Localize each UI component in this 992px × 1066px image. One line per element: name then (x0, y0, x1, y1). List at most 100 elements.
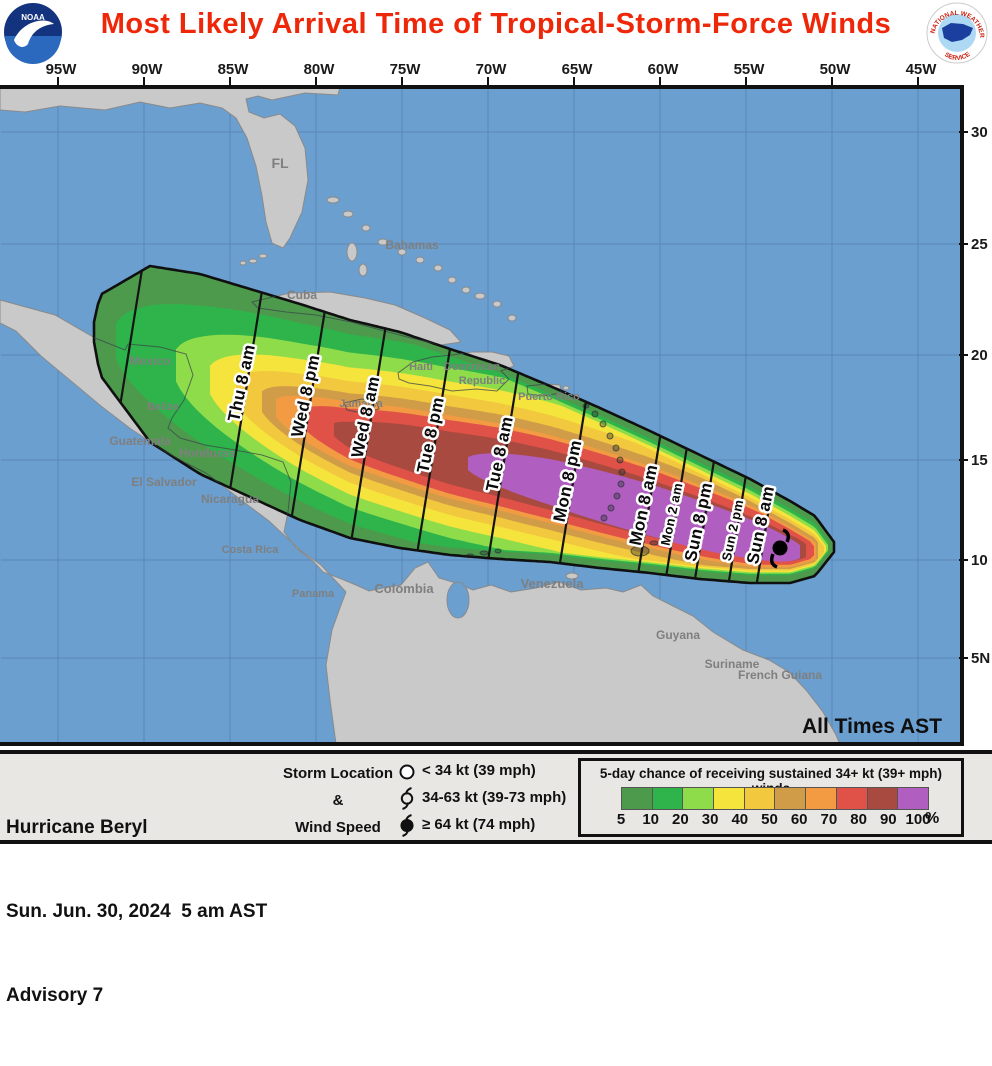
axis-label-latitude: 25 (971, 236, 988, 253)
island-overlay (479, 550, 489, 556)
country-label: Haiti (409, 361, 433, 373)
axis-label-latitude: 30 (971, 124, 988, 141)
scale-tick-label: 10 (642, 811, 660, 828)
scale-tick-label: 30 (701, 811, 719, 828)
island (397, 248, 407, 256)
country-label: Nicaragua (201, 492, 259, 506)
island (248, 258, 258, 264)
island-overlay (613, 492, 621, 500)
scale-tick-label: 5 (616, 811, 626, 828)
page-title: Most Likely Arrival Time of Tropical-Sto… (100, 8, 892, 40)
nws-us-map-icon (942, 23, 973, 42)
country-label: FL (271, 155, 289, 171)
axis-layer: 95W 90W 85W 80W 75W 70W 65W 60W 55W 50W 45W 30 25 20 1… (46, 61, 991, 667)
island (461, 286, 471, 294)
scale-color-cell (652, 787, 684, 810)
symbol-label-34-63: 34-63 kt (39-73 mph) (422, 789, 567, 806)
island (361, 224, 371, 232)
axis-label-longitude: 50W (820, 61, 852, 78)
noaa-logo-text: NOAA (21, 13, 45, 22)
axis-label-longitude: 95W (46, 61, 78, 78)
country-label: Puerto Rico (518, 391, 580, 403)
island-overlay (494, 548, 502, 554)
country-label: El Salvador (131, 475, 197, 489)
island (342, 210, 354, 218)
open-hurricane-icon (400, 786, 414, 810)
scale-tick-label: 50 (761, 811, 778, 828)
advisory-datetime: Sun. Jun. 30, 2024 5 am AST (6, 901, 268, 922)
axis-label-longitude: 65W (562, 61, 594, 78)
axis-label-longitude: 55W (734, 61, 766, 78)
axis-label-latitude: 20 (971, 347, 988, 364)
island (507, 314, 517, 322)
storm-location-marker (769, 528, 791, 569)
advisory-number: Advisory 7 (6, 985, 104, 1006)
filled-hurricane-icon (400, 813, 414, 837)
scale-color-cell (621, 787, 653, 810)
coastline-overlay (397, 351, 515, 392)
island-overlay (606, 432, 614, 440)
island (358, 263, 368, 277)
axis-label-latitude: 5N (971, 650, 990, 667)
scale-color-cell (744, 787, 776, 810)
country-label: Cuba (287, 288, 317, 302)
nws-logo-text-bottom: SERVICE (943, 50, 972, 62)
island (258, 253, 268, 259)
country-label: Mexico (130, 354, 171, 368)
island (565, 572, 579, 580)
scale-color-cell (898, 787, 929, 810)
island-overlay (591, 410, 599, 418)
island-overlay (612, 444, 620, 452)
scale-tick-label: 70 (820, 811, 838, 828)
island (239, 260, 247, 266)
noaa-logo: NOAA (4, 3, 62, 64)
storm-name: Hurricane Beryl (6, 817, 148, 838)
island-overlay (649, 540, 659, 546)
country-label: Republic (459, 375, 505, 387)
country-label: Bahamas (385, 238, 439, 252)
symbol-row-storm: 34-63 kt (39-73 mph) (396, 784, 566, 811)
country-label: Guyana (656, 628, 700, 642)
lake-maracaibo (446, 581, 470, 619)
country-label: Dominican (444, 361, 501, 373)
scale-color-cell (683, 787, 715, 810)
symbol-row-hurricane: ≥ 64 kt (74 mph) (396, 811, 566, 838)
island (326, 196, 340, 204)
legend-symbols: < 34 kt (39 mph) 34-63 kt (39-73 mph) ≥ … (396, 757, 566, 838)
scale-tick-label: 40 (731, 811, 749, 828)
island (447, 276, 457, 284)
axis-label-latitude: 15 (971, 452, 988, 469)
forecast-map: FL Bahamas Cuba Mexico Belize Guatemala Hondur… (0, 61, 991, 746)
symbol-label-lt34: < 34 kt (39 mph) (422, 762, 536, 779)
island (415, 256, 425, 264)
probability-scale-box: 5-day chance of receiving sustained 34+ … (578, 758, 964, 837)
axis-label-longitude: 70W (476, 61, 508, 78)
legend-location-title: Storm Location & Wind Speed (283, 760, 393, 841)
axis-label-longitude: 85W (218, 61, 250, 78)
scale-tick-label: 20 (672, 811, 689, 828)
island-overlay (599, 420, 607, 428)
axis-label-latitude: 10 (971, 552, 988, 569)
island-overlay (630, 545, 650, 557)
axis-label-longitude: 60W (648, 61, 680, 78)
island (474, 292, 486, 300)
location-title-line1: Storm Location (283, 765, 394, 782)
scale-tick-label: 90 (879, 811, 897, 828)
country-label: French Guiana (738, 668, 822, 682)
country-label: Guatemala (109, 434, 171, 448)
noaa-seagull-icon (14, 20, 54, 47)
axis-label-longitude: 90W (132, 61, 164, 78)
island-overlay (617, 480, 625, 488)
scale-color-cell (867, 787, 899, 810)
country-label: Suriname (705, 657, 760, 671)
island-overlay (618, 468, 626, 476)
land-us-florida (0, 86, 341, 249)
coastline-overlay (343, 398, 380, 414)
legend-storm-info: Hurricane Beryl Sun. Jun. 30, 2024 5 am … (6, 758, 267, 1066)
country-label: Costa Rica (222, 544, 280, 556)
country-label: Panama (292, 588, 335, 600)
axis-label-longitude: 75W (390, 61, 422, 78)
scale-tick-label: 60 (790, 811, 808, 828)
scale-tick-labels: 5 10 20 30 40 50 60 70 80 90 100 (581, 811, 961, 831)
island-overlay (607, 504, 615, 512)
